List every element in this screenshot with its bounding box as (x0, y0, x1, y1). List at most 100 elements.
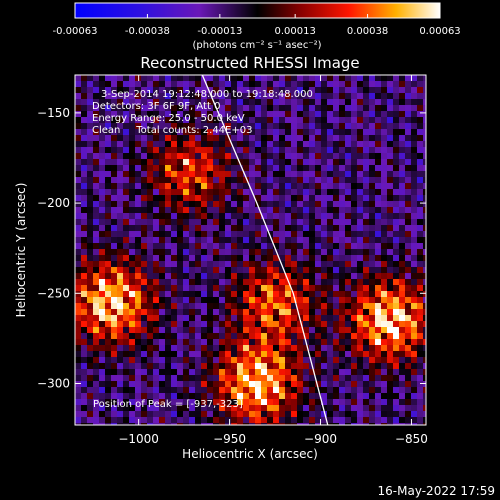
x-tick-label: −900 (304, 432, 337, 446)
heatmap-cell (141, 171, 147, 177)
heatmap-cell (369, 273, 375, 279)
heatmap-cell (165, 231, 171, 237)
heatmap-cell (123, 135, 129, 141)
heatmap-cell (249, 177, 255, 183)
heatmap-cell (255, 381, 261, 387)
heatmap-cell (303, 105, 309, 111)
heatmap-cell (255, 363, 261, 369)
heatmap-cell (117, 321, 123, 327)
heatmap-cell (75, 333, 81, 339)
heatmap-cell (309, 399, 315, 405)
heatmap-cell (147, 309, 153, 315)
heatmap-cell (357, 213, 363, 219)
heatmap-cell (351, 153, 357, 159)
heatmap-cell (201, 153, 207, 159)
heatmap-cell (117, 351, 123, 357)
heatmap-cell (123, 381, 129, 387)
heatmap-cell (207, 87, 213, 93)
heatmap-cell (387, 255, 393, 261)
heatmap-cell (237, 189, 243, 195)
heatmap-cell (123, 201, 129, 207)
heatmap-cell (159, 369, 165, 375)
heatmap-cell (249, 117, 255, 123)
heatmap-cell (243, 321, 249, 327)
heatmap-cell (111, 297, 117, 303)
heatmap-cell (369, 207, 375, 213)
heatmap-cell (201, 123, 207, 129)
heatmap-cell (321, 153, 327, 159)
heatmap-cell (165, 177, 171, 183)
heatmap-cell (75, 183, 81, 189)
heatmap-cell (285, 189, 291, 195)
heatmap-cell (279, 93, 285, 99)
heatmap-cell (111, 363, 117, 369)
heatmap-cell (387, 393, 393, 399)
heatmap-cell (255, 231, 261, 237)
heatmap-cell (369, 75, 375, 81)
heatmap-cell (237, 183, 243, 189)
heatmap-cell (225, 111, 231, 117)
heatmap-cell (135, 291, 141, 297)
heatmap-cell (363, 201, 369, 207)
heatmap-cell (273, 189, 279, 195)
heatmap-cell (111, 231, 117, 237)
heatmap-cell (159, 375, 165, 381)
heatmap-cell (159, 213, 165, 219)
heatmap-cell (123, 225, 129, 231)
heatmap-cell (177, 87, 183, 93)
heatmap-cell (129, 237, 135, 243)
heatmap-cell (237, 207, 243, 213)
heatmap-cell (315, 315, 321, 321)
heatmap-cell (111, 351, 117, 357)
heatmap-cell (165, 165, 171, 171)
heatmap-cell (87, 93, 93, 99)
heatmap-cell (171, 231, 177, 237)
heatmap-cell (93, 75, 99, 81)
heatmap-cell (363, 219, 369, 225)
heatmap-cell (219, 273, 225, 279)
heatmap-cell (399, 87, 405, 93)
heatmap-cell (333, 183, 339, 189)
heatmap-cell (87, 357, 93, 363)
heatmap-cell (291, 345, 297, 351)
heatmap-cell (321, 141, 327, 147)
heatmap-cell (387, 405, 393, 411)
heatmap-cell (363, 87, 369, 93)
heatmap-cell (423, 351, 426, 357)
heatmap-cell (363, 339, 369, 345)
heatmap-cell (129, 381, 135, 387)
heatmap-cell (99, 423, 105, 425)
heatmap-cell (147, 297, 153, 303)
heatmap-cell (417, 411, 423, 417)
heatmap-cell (375, 423, 381, 425)
heatmap-cell (183, 231, 189, 237)
solar-limb-line (201, 75, 329, 425)
heatmap-cell (327, 357, 333, 363)
heatmap-cell (219, 177, 225, 183)
heatmap-cell (225, 201, 231, 207)
heatmap-cell (297, 231, 303, 237)
heatmap-cell (267, 393, 273, 399)
heatmap-cell (195, 399, 201, 405)
heatmap-cell (153, 129, 159, 135)
heatmap-cell (177, 159, 183, 165)
heatmap-cell (81, 219, 87, 225)
heatmap-cell (381, 255, 387, 261)
heatmap-cell (327, 105, 333, 111)
heatmap-cell (291, 237, 297, 243)
heatmap-cell (399, 189, 405, 195)
heatmap-cell (327, 189, 333, 195)
heatmap-cell (171, 267, 177, 273)
heatmap-cell (333, 309, 339, 315)
heatmap-cell (207, 111, 213, 117)
heatmap-cell (201, 321, 207, 327)
heatmap-cell (213, 219, 219, 225)
heatmap-cell (135, 285, 141, 291)
heatmap-cell (231, 249, 237, 255)
heatmap-cell (201, 339, 207, 345)
heatmap-cell (129, 273, 135, 279)
heatmap-cell (321, 105, 327, 111)
heatmap-cell (171, 285, 177, 291)
heatmap-cell (267, 345, 273, 351)
heatmap-cell (219, 381, 225, 387)
